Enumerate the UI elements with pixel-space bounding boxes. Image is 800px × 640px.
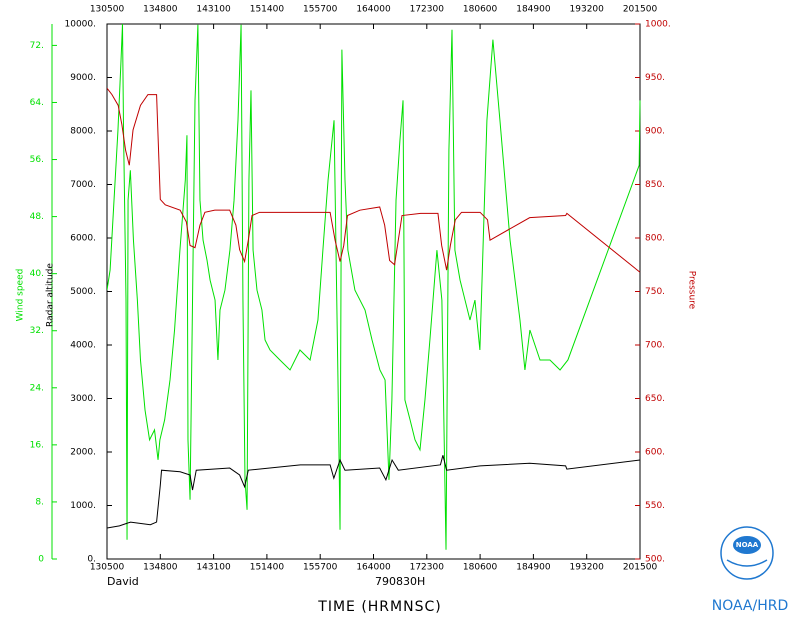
wind-tick-label: 64. [30,98,44,108]
altitude-tick-label: 9000. [70,73,96,83]
footer: NOAA/HRD [712,598,789,614]
date-label: 790830H [375,575,425,588]
pressure-tick-label: 1000. [645,20,671,30]
x-tick-label-top: 143100 [196,5,231,15]
x-tick-label-top: 164000 [356,5,391,15]
wind-tick-label: 32. [30,326,44,336]
altitude-tick-label: 2000. [70,448,96,458]
wind-tick-label: 40. [30,269,44,279]
pressure-tick-label: 850. [645,180,665,190]
wind-tick-label: 8. [35,497,44,507]
pressure-tick-label: 650. [645,394,665,404]
x-tick-label-bottom: 143100 [196,563,231,573]
pressure-tick-label: 500. [645,555,665,565]
pressure-tick-label: 900. [645,127,665,137]
x-tick-label-top: 180600 [463,5,498,15]
x-axis-label: TIME (HRMNSC) [317,599,441,615]
x-tick-label-top: 155700 [303,5,338,15]
logo-bird [733,536,761,554]
x-tick-label-bottom: 201500 [623,563,658,573]
x-tick-label-top: 193200 [570,5,605,15]
pressure-tick-label: 600. [645,448,665,458]
x-tick-label-top: 151400 [250,5,285,15]
x-tick-label-bottom: 193200 [570,563,605,573]
altitude-tick-label: 3000. [70,394,96,404]
wind-tick-label: 56. [30,155,44,165]
logo-text: NOAA [736,541,759,549]
pressure-tick-label: 750. [645,287,665,297]
altitude-tick-label: 10000. [65,20,97,30]
logo-ring [720,526,774,580]
storm-name: David [107,575,139,588]
wind-tick-label: 0 [38,555,44,565]
x-tick-label-bottom: 134800 [143,563,178,573]
wind-tick-label: 16. [30,440,44,450]
x-tick-label-bottom: 184900 [516,563,551,573]
altitude-tick-label: 5000. [70,287,96,297]
x-tick-label-bottom: 172300 [410,563,445,573]
x-tick-label-top: 184900 [516,5,551,15]
series-line [107,455,641,529]
x-tick-label-top: 201500 [623,5,658,15]
x-tick-label-bottom: 164000 [356,563,391,573]
series-line [107,23,641,550]
pressure-tick-label: 550. [645,501,665,511]
wind-axis-label: Wind speed [16,269,26,322]
noaa-logo: NOAA [720,526,774,580]
x-tick-label-bottom: 155700 [303,563,338,573]
x-tick-label-bottom: 180600 [463,563,498,573]
x-tick-label-bottom: 130500 [90,563,125,573]
pressure-axis-label: Pressure [687,271,697,310]
altitude-tick-label: 4000. [70,341,96,351]
x-tick-label-top: 172300 [410,5,445,15]
pressure-tick-label: 950. [645,73,665,83]
wind-tick-label: 48. [30,212,44,222]
altitude-axis-label: Radar altitude [46,263,56,327]
x-tick-label-top: 130500 [90,5,125,15]
pressure-tick-label: 700. [645,341,665,351]
altitude-tick-label: 7000. [70,180,96,190]
x-tick-label-top: 134800 [143,5,178,15]
altitude-tick-label: 8000. [70,127,96,137]
altitude-tick-label: 1000. [70,501,96,511]
wind-tick-label: 24. [30,383,44,393]
series-line [107,87,641,273]
x-tick-label-bottom: 151400 [250,563,285,573]
plot-frame [106,23,641,560]
wind-tick-label: 72. [30,41,44,51]
pressure-tick-label: 800. [645,234,665,244]
logo-wave [726,559,768,567]
altitude-tick-label: 0. [87,555,96,565]
altitude-tick-label: 6000. [70,234,96,244]
